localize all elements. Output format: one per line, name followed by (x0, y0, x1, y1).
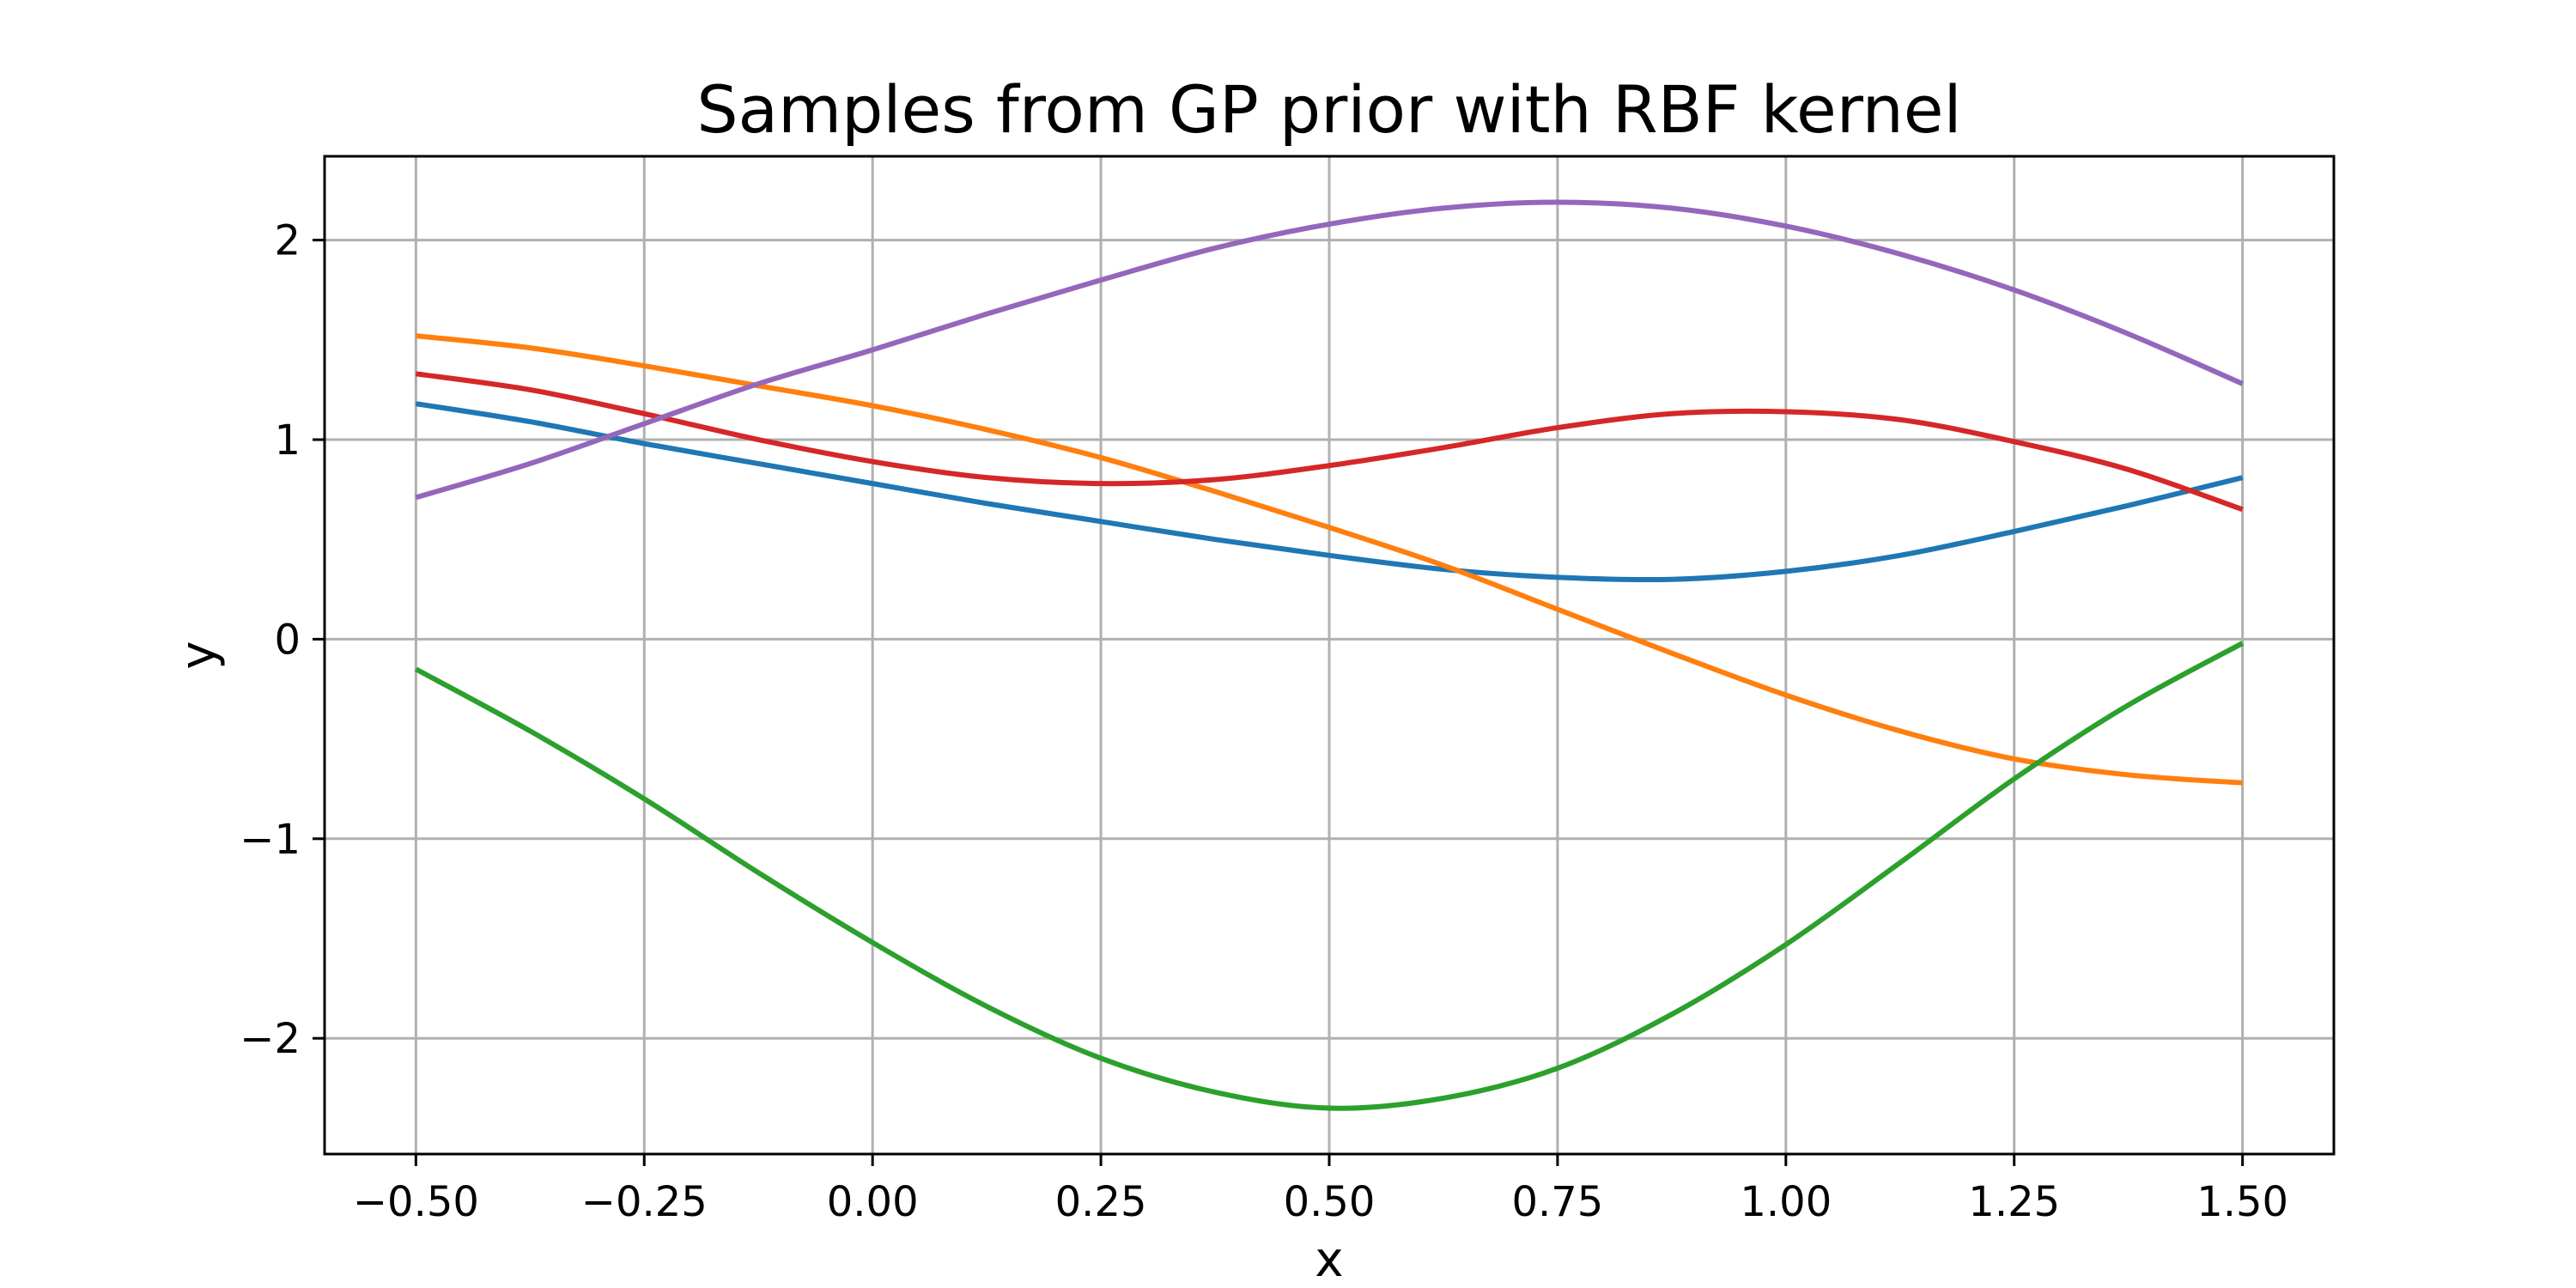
series-line-5 (415, 199, 2244, 501)
x-tick-label: −0.50 (353, 1178, 479, 1226)
x-tick-label: 1.50 (2196, 1178, 2288, 1226)
series-line-1 (415, 401, 2244, 583)
x-tick-label: 1.00 (1740, 1178, 1832, 1226)
x-axis-title: x (1315, 1232, 1343, 1288)
series-lines (414, 199, 2245, 1111)
x-tick-label: 1.25 (1968, 1178, 2060, 1226)
x-tick-label: 0.75 (1511, 1178, 1603, 1226)
grid (325, 156, 2334, 1154)
x-tick-label: 0.00 (827, 1178, 919, 1226)
y-tick-label: −2 (240, 1015, 301, 1063)
series-line-3 (414, 641, 2245, 1111)
y-tick-label: −1 (240, 816, 301, 864)
y-tick-label: 2 (274, 217, 301, 265)
series-line-2 (416, 333, 2243, 786)
axis-ticks: −0.50 −0.25 0.00 0.25 0.50 0.75 1.00 1.25 1.50 −2… (240, 217, 2288, 1226)
series-line-4 (415, 371, 2244, 513)
x-tick-label: 0.25 (1055, 1178, 1147, 1226)
x-tick-label: −0.25 (581, 1178, 708, 1226)
y-axis-title: y (171, 641, 227, 669)
y-tick-label: 0 (274, 616, 301, 664)
y-tick-label: 1 (274, 416, 301, 465)
chart-title: Samples from GP prior with RBF kernel (696, 71, 1961, 148)
x-tick-label: 0.50 (1284, 1178, 1376, 1226)
